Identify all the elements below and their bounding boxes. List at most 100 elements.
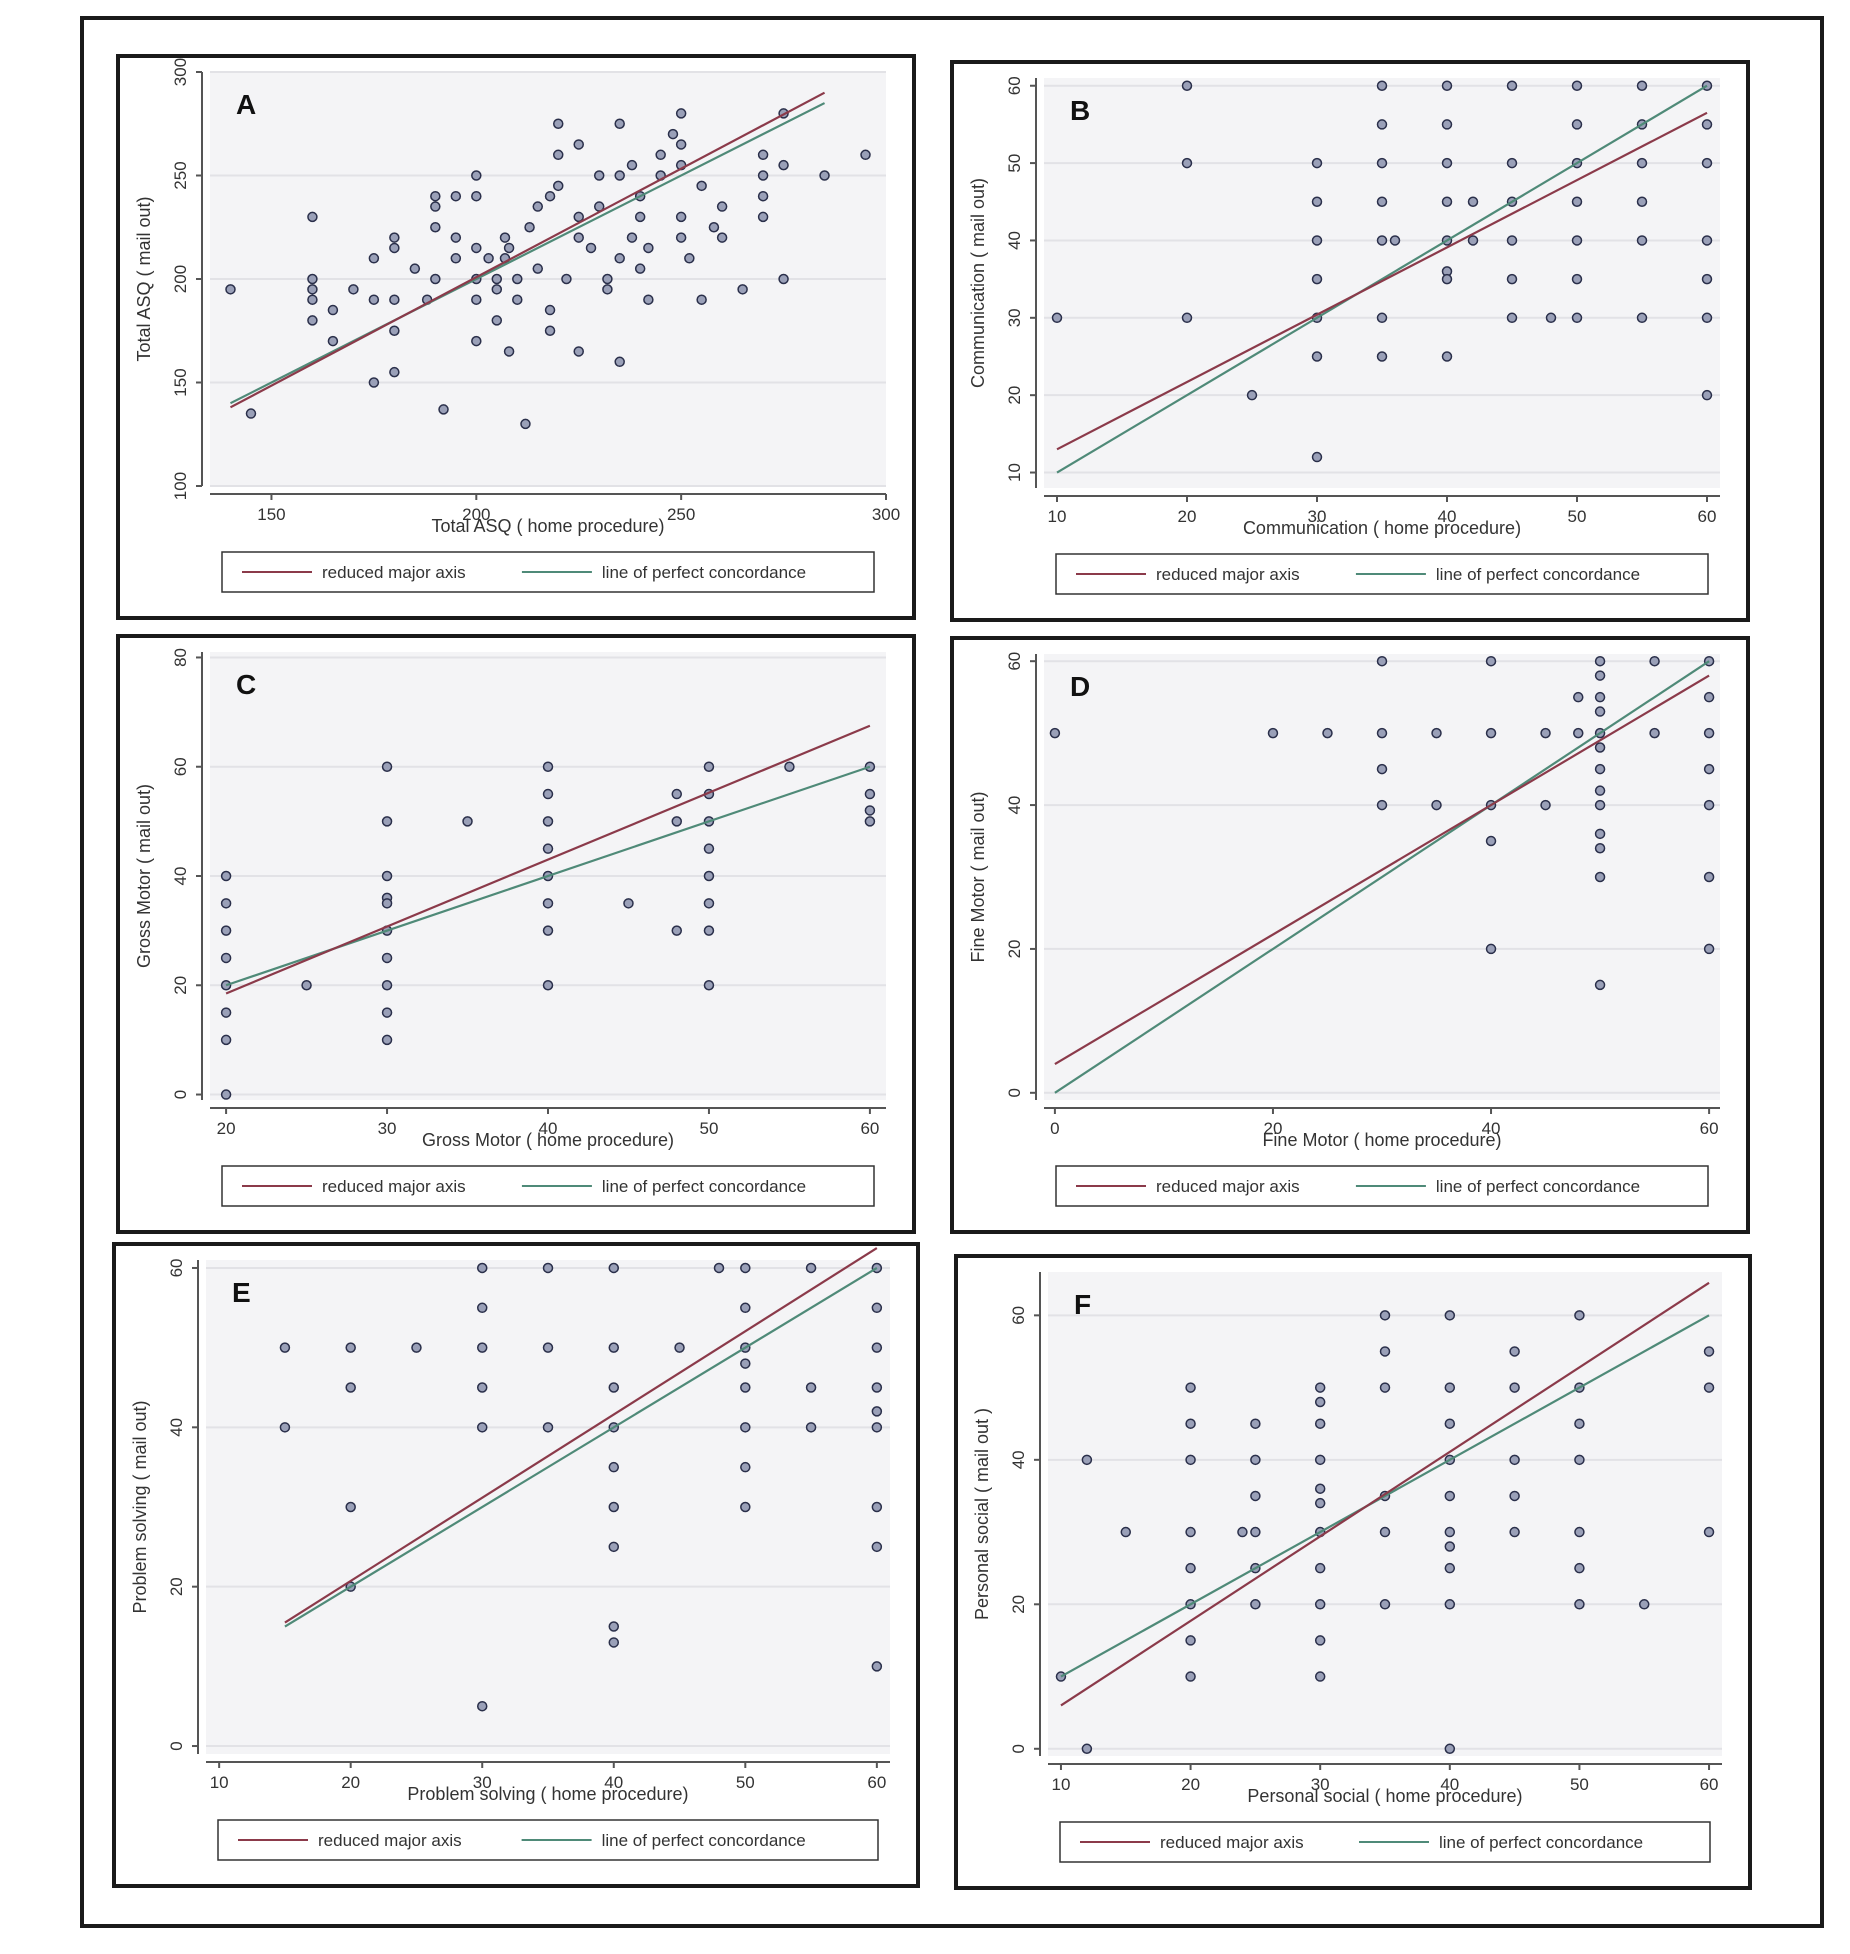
data-point bbox=[544, 190, 556, 202]
data-point bbox=[860, 149, 871, 161]
data-point bbox=[805, 1422, 817, 1433]
data-point bbox=[307, 294, 318, 305]
data-point bbox=[1120, 1526, 1132, 1538]
x-tick-label: 10 bbox=[1048, 507, 1067, 526]
data-point bbox=[327, 304, 339, 316]
x-tick-label: 20 bbox=[341, 1773, 360, 1792]
data-point bbox=[740, 1262, 751, 1274]
panel-e: 0 20 40 60 10 20 30 40 50 60 Problem solving ( hom… bbox=[112, 1242, 920, 1888]
data-point bbox=[871, 1541, 883, 1553]
data-point bbox=[675, 232, 687, 243]
data-point bbox=[532, 263, 544, 274]
data-point bbox=[1574, 1599, 1585, 1610]
data-point bbox=[1594, 706, 1606, 717]
data-point bbox=[1441, 157, 1453, 169]
data-point bbox=[740, 1461, 751, 1473]
data-point bbox=[1311, 157, 1323, 169]
panel-letter: C bbox=[236, 669, 256, 700]
data-point bbox=[430, 222, 441, 233]
data-point bbox=[1574, 1310, 1585, 1321]
data-point bbox=[544, 304, 556, 316]
data-point bbox=[1506, 80, 1518, 91]
data-point bbox=[1379, 1382, 1391, 1393]
data-point bbox=[1703, 1382, 1715, 1393]
data-point bbox=[491, 273, 503, 285]
data-point bbox=[471, 242, 482, 254]
data-point bbox=[871, 1661, 883, 1672]
legend-label-rma: reduced major axis bbox=[322, 1177, 466, 1196]
data-point bbox=[381, 898, 393, 909]
data-point bbox=[864, 816, 876, 827]
chart-svg: 0 20 40 60 0 20 40 60 Fine Motor ( home procedur… bbox=[968, 652, 1720, 1207]
data-point bbox=[784, 761, 795, 772]
data-point bbox=[1594, 871, 1606, 883]
x-tick-label: 40 bbox=[604, 1773, 623, 1792]
data-point bbox=[864, 805, 876, 816]
x-tick-label: 10 bbox=[1052, 1775, 1071, 1794]
data-point bbox=[1703, 727, 1715, 739]
data-point bbox=[491, 284, 503, 295]
data-point bbox=[1185, 1635, 1196, 1646]
data-point bbox=[1571, 119, 1583, 130]
data-point bbox=[476, 1422, 488, 1433]
data-point bbox=[471, 190, 482, 202]
data-point bbox=[1506, 235, 1518, 246]
data-point bbox=[1701, 273, 1713, 285]
y-tick-label: 20 bbox=[1005, 939, 1024, 958]
data-point bbox=[532, 201, 544, 212]
x-tick-label: 30 bbox=[378, 1119, 397, 1138]
data-point bbox=[703, 898, 715, 909]
y-tick-label: 40 bbox=[1005, 796, 1024, 815]
y-tick-label: 0 bbox=[171, 1090, 190, 1099]
data-point bbox=[1237, 1526, 1248, 1538]
legend-label-rma: reduced major axis bbox=[1156, 565, 1300, 584]
line-of-perfect-concordance bbox=[229, 102, 826, 405]
x-tick-label: 20 bbox=[1181, 1775, 1200, 1794]
y-tick-label: 300 bbox=[171, 58, 190, 86]
data-point bbox=[740, 1302, 751, 1314]
data-point bbox=[476, 1342, 488, 1353]
data-point bbox=[1250, 1526, 1261, 1538]
data-point bbox=[1571, 80, 1583, 91]
data-point bbox=[593, 170, 605, 181]
data-point bbox=[871, 1422, 883, 1433]
data-point bbox=[1444, 1541, 1456, 1552]
data-point bbox=[389, 366, 400, 378]
y-tick-label: 20 bbox=[1005, 386, 1024, 405]
data-point bbox=[1250, 1599, 1261, 1610]
y-tick-label: 250 bbox=[171, 161, 190, 189]
data-point bbox=[307, 211, 318, 223]
data-point bbox=[1379, 1310, 1391, 1321]
data-point bbox=[757, 170, 769, 181]
data-point bbox=[471, 170, 482, 181]
data-point bbox=[542, 816, 554, 827]
data-point bbox=[1376, 727, 1388, 739]
y-tick-label: 80 bbox=[171, 648, 190, 667]
data-point bbox=[634, 263, 646, 274]
data-point bbox=[696, 294, 707, 305]
data-point bbox=[409, 263, 421, 274]
data-point bbox=[608, 1637, 620, 1648]
data-point bbox=[643, 242, 654, 254]
data-point bbox=[1314, 1599, 1326, 1610]
data-point bbox=[1444, 1562, 1456, 1574]
data-point bbox=[643, 294, 654, 305]
y-tick-label: 40 bbox=[1005, 231, 1024, 250]
data-point bbox=[1703, 691, 1715, 703]
data-point bbox=[1444, 1599, 1456, 1610]
data-point bbox=[1431, 799, 1442, 811]
data-point bbox=[602, 284, 613, 295]
data-point bbox=[462, 816, 473, 827]
x-tick-label: 60 bbox=[1700, 1119, 1719, 1138]
line-of-perfect-concordance bbox=[284, 1267, 878, 1628]
data-point bbox=[1441, 196, 1453, 208]
data-point bbox=[1509, 1346, 1520, 1357]
data-point bbox=[524, 222, 535, 233]
data-point bbox=[471, 294, 482, 305]
data-point bbox=[1185, 1562, 1196, 1574]
data-point bbox=[381, 952, 393, 964]
data-point bbox=[430, 201, 441, 212]
x-tick-label: 40 bbox=[539, 1119, 558, 1138]
y-tick-label: 60 bbox=[1005, 652, 1024, 671]
data-point bbox=[503, 346, 515, 357]
